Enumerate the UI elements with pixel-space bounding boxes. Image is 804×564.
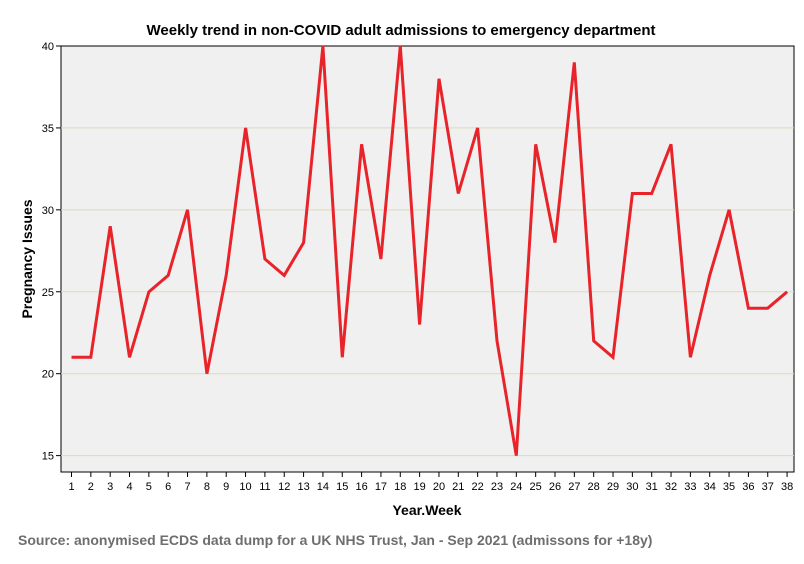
x-tick-label: 29 xyxy=(607,481,619,493)
x-axis-title: Year.Week xyxy=(392,502,461,518)
x-tick-label: 21 xyxy=(452,481,464,493)
x-tick-label: 38 xyxy=(781,481,793,493)
x-tick-label: 17 xyxy=(375,481,387,493)
y-tick-label: 30 xyxy=(42,205,54,217)
x-tick-label: 27 xyxy=(568,481,580,493)
x-tick-label: 9 xyxy=(223,481,229,493)
x-tick-label: 28 xyxy=(588,481,600,493)
grid-lines xyxy=(61,127,794,457)
y-tick-label: 40 xyxy=(42,41,54,53)
x-tick-label: 1 xyxy=(68,481,74,493)
x-tick-label: 34 xyxy=(704,481,716,493)
x-tick-label: 11 xyxy=(259,481,270,493)
x-tick-label: 35 xyxy=(723,481,735,493)
x-tick-label: 30 xyxy=(626,481,638,493)
chart-title: Weekly trend in non-COVID adult admissio… xyxy=(147,22,656,39)
x-tick-label: 32 xyxy=(665,481,677,493)
x-tick-label: 10 xyxy=(239,481,251,493)
x-tick-label: 3 xyxy=(107,481,113,493)
series-line xyxy=(71,45,789,456)
x-tick-label: 8 xyxy=(204,481,210,493)
x-tick-label: 24 xyxy=(510,481,522,493)
x-tick-label: 25 xyxy=(530,481,542,493)
x-tick-label: 33 xyxy=(684,481,696,493)
x-tick-label: 18 xyxy=(394,481,406,493)
y-tick-label: 25 xyxy=(42,287,54,299)
x-tick-label: 31 xyxy=(646,481,658,493)
x-tick-label: 16 xyxy=(355,481,367,493)
x-tick-label: 22 xyxy=(472,481,484,493)
x-tick-label: 20 xyxy=(433,481,445,493)
x-tick-label: 12 xyxy=(278,481,290,493)
x-tick-label: 13 xyxy=(297,481,309,493)
x-tick-label: 23 xyxy=(491,481,503,493)
x-tick-label: 36 xyxy=(742,481,754,493)
x-axis: 1 2 3 4 5 6 7 8 9 10 11 12 13 14 15 16 17 18 19 20 21 22 23 24 2… xyxy=(68,472,793,493)
x-tick-label: 7 xyxy=(184,481,190,493)
x-tick-label: 14 xyxy=(317,481,329,493)
x-tick-label: 37 xyxy=(762,481,774,493)
x-tick-label: 15 xyxy=(336,481,348,493)
y-tick-label: 35 xyxy=(42,123,54,135)
x-tick-label: 5 xyxy=(146,481,152,493)
y-axis-title: Pregnancy Issues xyxy=(19,199,35,318)
plot-area xyxy=(60,45,795,473)
x-tick-label: 26 xyxy=(549,481,561,493)
y-tick-label: 20 xyxy=(42,369,54,381)
x-tick-label: 6 xyxy=(165,481,171,493)
y-axis: 15 20 25 30 35 40 xyxy=(42,41,61,463)
x-tick-label: 19 xyxy=(413,481,425,493)
x-tick-label: 4 xyxy=(126,481,132,493)
source-note: Source: anonymised ECDS data dump for a … xyxy=(18,532,652,548)
y-tick-label: 15 xyxy=(42,451,54,463)
x-tick-label: 2 xyxy=(88,481,94,493)
